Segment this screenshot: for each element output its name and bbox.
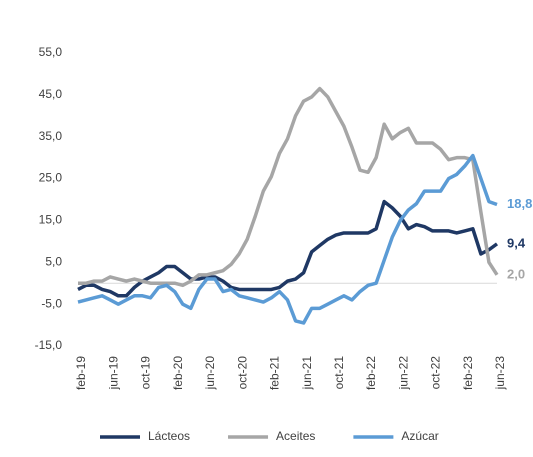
value-label: 9,4 — [507, 235, 526, 250]
legend-label: Aceites — [276, 429, 315, 443]
x-tick-label: feb-22 — [364, 356, 378, 390]
x-tick-label: jun-23 — [493, 356, 507, 391]
legend-label: Lácteos — [148, 429, 190, 443]
y-tick-label: 5,0 — [45, 254, 62, 268]
series-line — [77, 199, 499, 298]
x-tick-label: oct-19 — [139, 356, 153, 390]
x-tick-label: jun-21 — [300, 356, 314, 391]
x-tick-label: jun-20 — [203, 356, 217, 391]
y-tick-label: -5,0 — [41, 296, 62, 310]
x-tick-label: feb-21 — [268, 356, 282, 390]
y-tick-label: -15,0 — [35, 338, 63, 352]
x-tick-label: feb-20 — [171, 356, 185, 390]
x-tick-label: oct-20 — [235, 356, 249, 390]
series-line — [78, 86, 499, 288]
y-tick-label: 15,0 — [39, 213, 63, 227]
series-line — [77, 153, 498, 325]
y-tick-label: 35,0 — [39, 129, 63, 143]
y-tick-label: 55,0 — [39, 45, 63, 59]
y-tick-label: 25,0 — [39, 171, 63, 185]
x-tick-label: oct-22 — [429, 356, 443, 390]
x-tick-label: feb-19 — [74, 356, 88, 390]
x-tick-label: jun-19 — [106, 356, 120, 391]
value-label: 18,8 — [507, 196, 532, 211]
x-tick-label: jun-22 — [396, 356, 410, 391]
x-tick-label: feb-23 — [461, 356, 475, 390]
x-tick-label: oct-21 — [332, 356, 346, 390]
y-tick-label: 45,0 — [39, 87, 63, 101]
legend-label: Azúcar — [401, 429, 438, 443]
value-label: 2,0 — [507, 266, 525, 281]
